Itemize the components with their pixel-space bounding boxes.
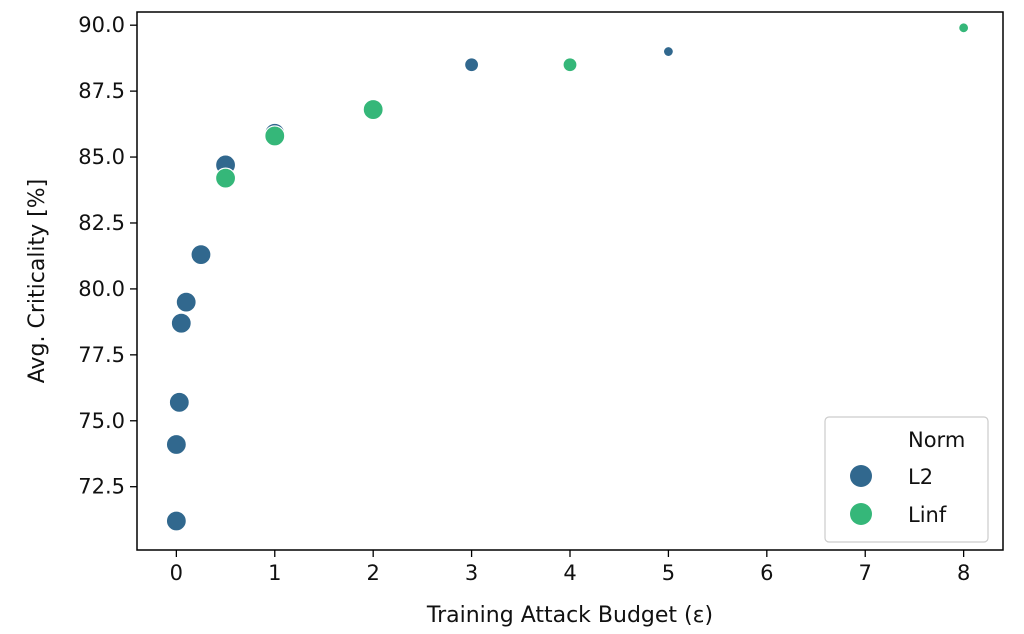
point-linf (264, 125, 286, 147)
x-axis: 0 1 2 3 4 5 6 7 8 (170, 550, 970, 585)
y-tick-label: 82.5 (78, 211, 125, 235)
x-tick-label: 3 (465, 561, 478, 585)
y-axis: 72.5 75.0 77.5 80.0 82.5 85.0 87.5 90.0 (78, 13, 137, 499)
x-tick-label: 5 (662, 561, 675, 585)
point-linf (362, 98, 384, 121)
x-tick-label: 6 (760, 561, 773, 585)
x-tick-label: 1 (268, 561, 281, 585)
legend-title: Norm (908, 428, 965, 452)
point-l2 (662, 45, 675, 58)
x-tick-label: 0 (170, 561, 183, 585)
point-l2 (165, 433, 187, 456)
point-l2 (463, 57, 480, 73)
plot-area (165, 22, 970, 532)
point-l2 (170, 312, 192, 334)
x-tick-label: 4 (563, 561, 576, 585)
x-tick-label: 2 (366, 561, 379, 585)
y-tick-label: 85.0 (78, 145, 125, 169)
point-l2 (168, 391, 190, 413)
x-tick-label: 7 (859, 561, 872, 585)
legend-label-l2: L2 (908, 465, 933, 489)
point-linf (562, 57, 578, 73)
point-l2 (190, 244, 212, 266)
x-axis-label: Training Attack Budget (ε) (426, 603, 713, 628)
legend-marker-l2 (850, 465, 872, 487)
point-linf (214, 167, 237, 189)
x-tick-label: 8 (957, 561, 970, 585)
legend-label-linf: Linf (908, 503, 947, 527)
legend: Norm L2 Linf (824, 416, 989, 543)
y-tick-label: 80.0 (78, 277, 125, 301)
point-linf (958, 22, 970, 34)
y-tick-label: 87.5 (78, 79, 125, 103)
y-tick-label: 90.0 (78, 13, 125, 37)
y-axis-label: Avg. Criticality [%] (25, 179, 50, 384)
y-tick-label: 77.5 (78, 343, 125, 367)
y-tick-label: 75.0 (78, 409, 125, 433)
y-tick-label: 72.5 (78, 475, 125, 499)
point-l2 (175, 291, 197, 313)
legend-marker-linf (850, 503, 872, 525)
point-l2 (165, 510, 187, 532)
